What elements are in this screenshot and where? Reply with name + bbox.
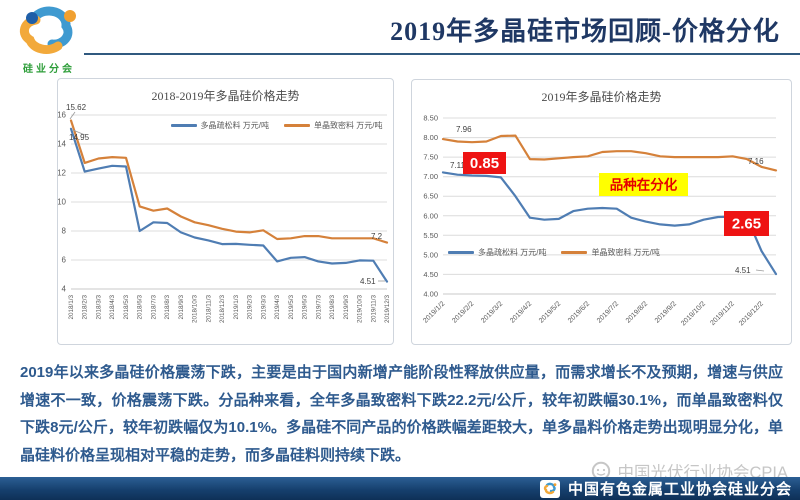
- orange-line-swatch: [284, 124, 310, 127]
- right-chart-title: 2019年多晶硅价格走势: [541, 90, 662, 104]
- svg-text:2019/3/3: 2019/3/3: [260, 295, 267, 320]
- svg-text:6.00: 6.00: [423, 211, 438, 220]
- svg-text:2019/2/3: 2019/2/3: [247, 295, 254, 320]
- svg-text:4.50: 4.50: [423, 270, 438, 279]
- svg-text:2019/8/3: 2019/8/3: [329, 295, 336, 320]
- svg-text:5.00: 5.00: [423, 250, 438, 259]
- svg-text:2018/3/3: 2018/3/3: [95, 295, 102, 320]
- svg-text:8.50: 8.50: [423, 114, 438, 123]
- svg-text:2018/9/3: 2018/9/3: [178, 295, 185, 320]
- legend-item-mono-dense: 单晶致密料 万元/吨: [284, 120, 382, 131]
- svg-text:品种在分化: 品种在分化: [610, 177, 678, 193]
- svg-text:10: 10: [58, 198, 67, 207]
- svg-text:2019/5/3: 2019/5/3: [288, 295, 295, 320]
- svg-text:2018/11/3: 2018/11/3: [205, 295, 212, 323]
- chart-panel-2018-2019: 4 6 8 10 12 14 16 2018/1/3 2018/2/3 2018/3/3 2018/…: [57, 78, 394, 345]
- svg-text:2019/9/2: 2019/9/2: [654, 300, 678, 324]
- svg-text:2018/5/3: 2018/5/3: [123, 295, 130, 320]
- blue-line-swatch: [448, 251, 474, 254]
- line-chart-2019: 4.00 4.50 5.00 5.50 6.00 6.50 7.00 7.50 8.00 8.50…: [422, 114, 778, 327]
- legend-label: 多晶疏松料 万元/吨: [200, 121, 269, 130]
- svg-text:2019/3/2: 2019/3/2: [480, 300, 504, 324]
- svg-text:2019/7/3: 2019/7/3: [315, 295, 322, 320]
- svg-text:2018/7/3: 2018/7/3: [150, 295, 157, 320]
- svg-text:6.50: 6.50: [423, 192, 438, 201]
- footer-text: 中国有色金属工业协会硅业分会: [567, 481, 792, 498]
- svg-text:2018/2/3: 2018/2/3: [82, 295, 89, 320]
- svg-text:2019/12/3: 2019/12/3: [384, 295, 391, 324]
- chart-panel-2019: 4.00 4.50 5.00 5.50 6.00 6.50 7.00 7.50 8.00 8.50…: [411, 79, 792, 345]
- svg-text:2019/11/3: 2019/11/3: [370, 295, 377, 323]
- line-chart-2018-2019: 4 6 8 10 12 14 16 2018/1/3 2018/2/3 2018/3/3 2018/…: [58, 103, 391, 324]
- svg-text:2019/4/2: 2019/4/2: [509, 300, 533, 324]
- silicon-branch-logo: 硅业分会: [10, 4, 88, 75]
- svg-text:8.00: 8.00: [423, 133, 438, 142]
- svg-text:2019/8/2: 2019/8/2: [625, 300, 649, 324]
- svg-text:2019/10/2: 2019/10/2: [680, 300, 707, 327]
- svg-text:0.85: 0.85: [470, 155, 499, 172]
- svg-text:2019/11/2: 2019/11/2: [709, 300, 736, 327]
- orange-line-swatch: [561, 251, 588, 254]
- svg-text:7.00: 7.00: [423, 172, 438, 181]
- svg-text:5.50: 5.50: [423, 231, 438, 240]
- svg-text:4.00: 4.00: [423, 290, 438, 299]
- summary-paragraph: 2019年以来多晶硅价格震荡下跌，主要是由于国内新增产能阶段性释放供应量，而需求…: [20, 364, 783, 464]
- left-chart-legend: 多晶疏松料 万元/吨 单晶致密料 万元/吨: [168, 120, 385, 131]
- svg-text:2018/8/3: 2018/8/3: [164, 295, 171, 320]
- left-chart-title: 2018-2019年多晶硅价格走势: [151, 89, 300, 103]
- si-swirl-icon: [19, 6, 76, 55]
- svg-text:2019/6/3: 2019/6/3: [302, 295, 309, 320]
- svg-text:8: 8: [62, 227, 67, 236]
- legend-item-mono-dense: 单晶致密料 万元/吨: [561, 247, 660, 258]
- svg-text:12: 12: [58, 169, 67, 178]
- svg-text:2018/12/3: 2018/12/3: [219, 295, 226, 324]
- footer-bar: 中国有色金属工业协会硅业分会: [0, 477, 800, 500]
- legend-label: 多晶疏松料 万元/吨: [478, 248, 547, 257]
- svg-text:2019/5/2: 2019/5/2: [538, 300, 562, 324]
- svg-text:7.96: 7.96: [456, 125, 472, 134]
- svg-text:2019/6/2: 2019/6/2: [567, 300, 591, 324]
- legend-item-loose-poly: 多晶疏松料 万元/吨: [448, 247, 546, 258]
- svg-text:2019/7/2: 2019/7/2: [596, 300, 620, 324]
- svg-text:2019/4/3: 2019/4/3: [274, 295, 281, 320]
- svg-text:14.95: 14.95: [69, 133, 90, 142]
- svg-text:4.51: 4.51: [735, 266, 751, 275]
- svg-text:2018/4/3: 2018/4/3: [109, 295, 116, 320]
- legend-label: 单晶致密料 万元/吨: [314, 121, 383, 130]
- svg-text:15.62: 15.62: [66, 103, 87, 112]
- logo-caption: 硅业分会: [23, 64, 75, 75]
- svg-text:14: 14: [58, 140, 67, 149]
- svg-text:2.65: 2.65: [732, 216, 761, 233]
- svg-text:2019/12/2: 2019/12/2: [738, 300, 765, 327]
- svg-text:2019/1/3: 2019/1/3: [233, 295, 240, 320]
- svg-text:16: 16: [58, 111, 67, 120]
- svg-text:2019/1/2: 2019/1/2: [422, 300, 446, 324]
- legend-label: 单晶致密料 万元/吨: [591, 248, 660, 257]
- legend-item-loose-poly: 多晶疏松料 万元/吨: [170, 120, 269, 131]
- svg-text:2019/9/3: 2019/9/3: [343, 295, 350, 320]
- svg-text:7.11: 7.11: [450, 161, 466, 170]
- svg-text:7.16: 7.16: [748, 157, 764, 166]
- footer-logo: [539, 479, 560, 498]
- svg-text:4.51: 4.51: [360, 277, 376, 286]
- svg-text:2019/2/2: 2019/2/2: [451, 300, 475, 324]
- svg-text:2018/1/3: 2018/1/3: [68, 295, 75, 320]
- footer-si-swirl-icon: [543, 482, 557, 494]
- svg-text:4: 4: [62, 285, 67, 294]
- svg-text:6: 6: [62, 256, 67, 265]
- svg-text:7.50: 7.50: [423, 153, 438, 162]
- right-chart-legend: 多晶疏松料 万元/吨 单晶致密料 万元/吨: [448, 247, 660, 258]
- svg-text:2018/10/3: 2018/10/3: [192, 295, 199, 324]
- svg-text:2018/6/3: 2018/6/3: [137, 295, 144, 320]
- svg-text:7.2: 7.2: [371, 232, 383, 241]
- page-title: 2019年多晶硅市场回顾-价格分化: [390, 17, 780, 46]
- title-divider: [84, 53, 800, 55]
- blue-line-swatch: [170, 124, 197, 127]
- svg-text:2019/10/3: 2019/10/3: [357, 295, 364, 324]
